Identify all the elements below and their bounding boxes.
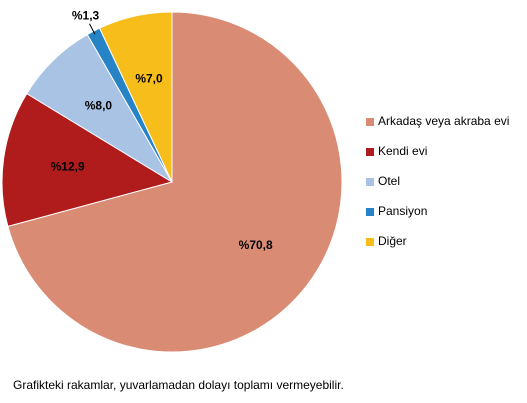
footnote: Grafikteki rakamlar, yuvarlamadan dolayı… xyxy=(13,378,344,392)
legend-swatch xyxy=(366,238,374,246)
leader-line xyxy=(89,23,96,35)
pie-slice xyxy=(1,92,174,227)
data-label: %70,8 xyxy=(239,238,273,252)
data-label: %7,0 xyxy=(135,71,163,85)
legend-label: Pansiyon xyxy=(378,204,427,218)
pie-slice xyxy=(7,11,343,353)
legend-label: Arkadaş veya akraba evi xyxy=(378,114,509,128)
legend-label: Kendi evi xyxy=(378,144,427,158)
legend-swatch xyxy=(366,178,374,186)
data-label: %12,9 xyxy=(51,159,85,173)
data-label: %8,0 xyxy=(85,99,113,113)
legend-swatch xyxy=(366,118,374,126)
pie-slice xyxy=(98,11,173,183)
legend-label: Diğer xyxy=(378,234,407,248)
legend-swatch xyxy=(366,208,374,216)
legend-label: Otel xyxy=(378,174,400,188)
legend-swatch xyxy=(366,148,374,156)
data-label: %1,3 xyxy=(72,8,100,22)
